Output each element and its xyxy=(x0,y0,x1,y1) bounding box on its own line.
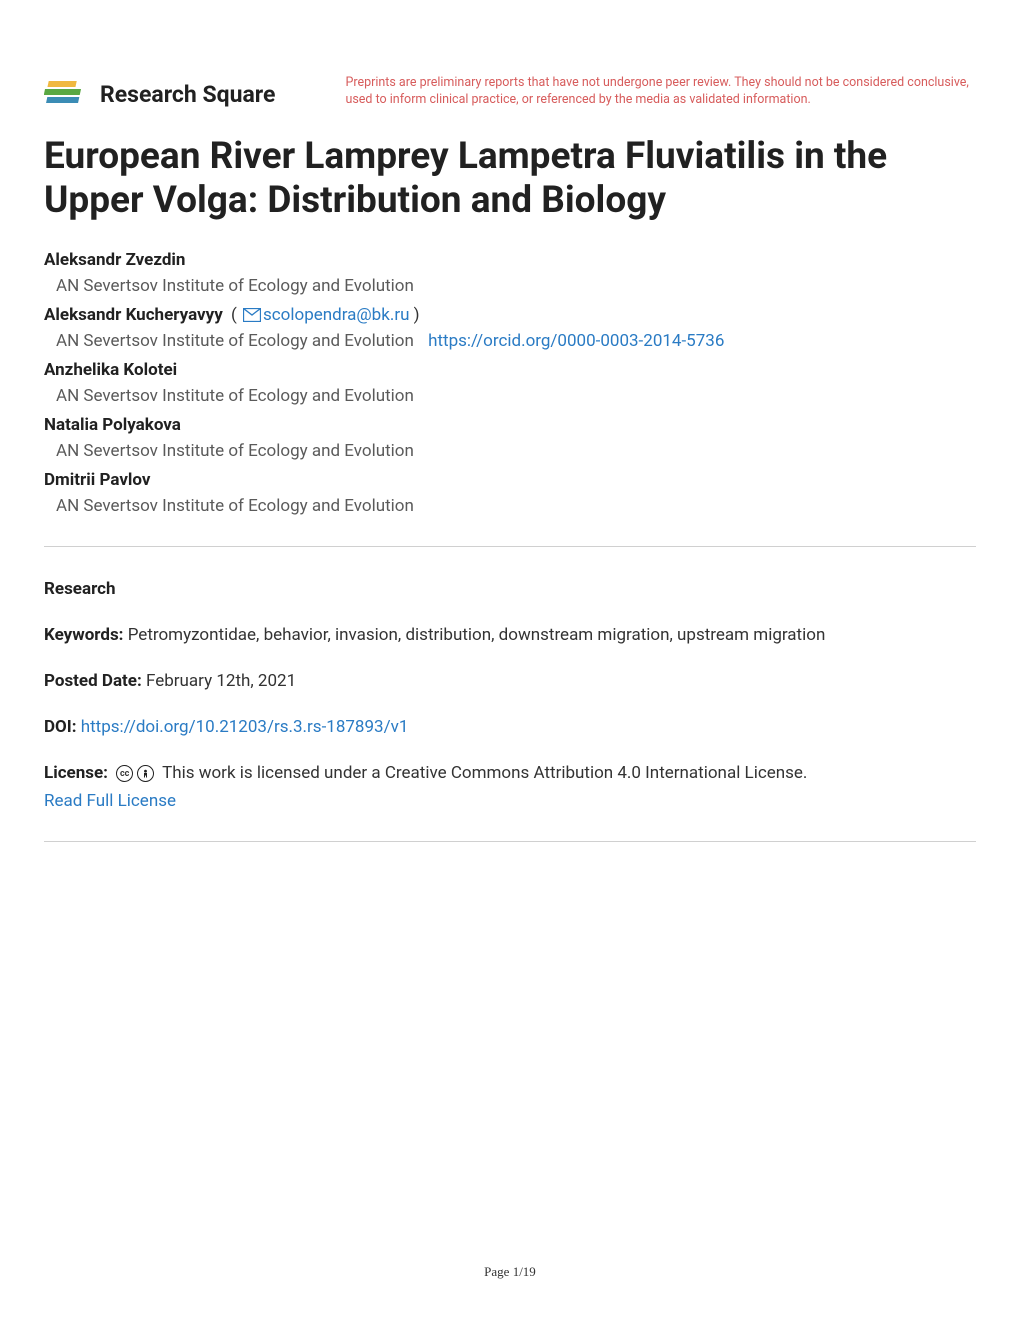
author-name: Natalia Polyakova xyxy=(44,415,181,435)
posted-date-value: February 12th, 2021 xyxy=(146,671,296,691)
cc-icons: cc xyxy=(116,765,154,782)
author-email[interactable]: scolopendra@bk.ru xyxy=(263,305,409,325)
paper-title: European River Lamprey Lampetra Fluviati… xyxy=(44,135,976,222)
author-affiliation: AN Severtsov Institute of Ecology and Ev… xyxy=(56,441,976,461)
author-name: Dmitrii Pavlov xyxy=(44,470,151,490)
author-name: Aleksandr Zvezdin xyxy=(44,250,185,270)
author-entry: Dmitrii Pavlov AN Severtsov Institute of… xyxy=(44,470,976,516)
email-icon xyxy=(243,308,261,322)
doi-section: DOI: https://doi.org/10.21203/rs.3.rs-18… xyxy=(44,717,976,737)
corresponding-marker: ( scolopendra@bk.ru ) xyxy=(227,305,420,325)
author-affiliation: AN Severtsov Institute of Ecology and Ev… xyxy=(56,496,976,516)
cc-by-icon xyxy=(137,765,154,782)
keywords-label: Keywords: xyxy=(44,625,123,645)
author-name: Aleksandr Kucheryavyy xyxy=(44,305,223,325)
orcid-link[interactable]: https://orcid.org/0000-0003-2014-5736 xyxy=(428,331,724,351)
license-section: License: cc This work is licensed under … xyxy=(44,763,976,811)
research-square-icon xyxy=(44,75,90,113)
header: Research Square Preprints are preliminar… xyxy=(44,75,976,113)
logo: Research Square xyxy=(44,75,315,113)
article-type: Research xyxy=(44,579,976,599)
posted-date-label: Posted Date: xyxy=(44,671,142,691)
doi-link[interactable]: https://doi.org/10.21203/rs.3.rs-187893/… xyxy=(81,717,409,737)
page-number: Page 1/19 xyxy=(484,1264,536,1280)
author-entry: Aleksandr Zvezdin AN Severtsov Institute… xyxy=(44,250,976,296)
cc-icon: cc xyxy=(116,765,133,782)
doi-label: DOI: xyxy=(44,717,77,737)
author-affiliation: AN Severtsov Institute of Ecology and Ev… xyxy=(56,331,976,351)
keywords-value: Petromyzontidae, behavior, invasion, dis… xyxy=(128,625,826,645)
author-affiliation: AN Severtsov Institute of Ecology and Ev… xyxy=(56,386,976,406)
author-affiliation: AN Severtsov Institute of Ecology and Ev… xyxy=(56,276,976,296)
keywords-section: Keywords: Petromyzontidae, behavior, inv… xyxy=(44,625,976,645)
author-entry: Natalia Polyakova AN Severtsov Institute… xyxy=(44,415,976,461)
license-label: License: xyxy=(44,763,108,783)
license-link[interactable]: Read Full License xyxy=(44,791,976,811)
section-divider xyxy=(44,841,976,842)
section-divider xyxy=(44,546,976,547)
posted-date-section: Posted Date: February 12th, 2021 xyxy=(44,671,976,691)
author-entry: Aleksandr Kucheryavyy ( scolopendra@bk.r… xyxy=(44,305,976,351)
author-name: Anzhelika Kolotei xyxy=(44,360,177,380)
license-text: This work is licensed under a Creative C… xyxy=(162,763,807,783)
article-type-label: Research xyxy=(44,579,116,599)
author-entry: Anzhelika Kolotei AN Severtsov Institute… xyxy=(44,360,976,406)
disclaimer-text: Preprints are preliminary reports that h… xyxy=(315,75,976,109)
affiliation-text: AN Severtsov Institute of Ecology and Ev… xyxy=(56,331,414,351)
logo-text: Research Square xyxy=(100,81,275,108)
authors-list: Aleksandr Zvezdin AN Severtsov Institute… xyxy=(44,250,976,516)
